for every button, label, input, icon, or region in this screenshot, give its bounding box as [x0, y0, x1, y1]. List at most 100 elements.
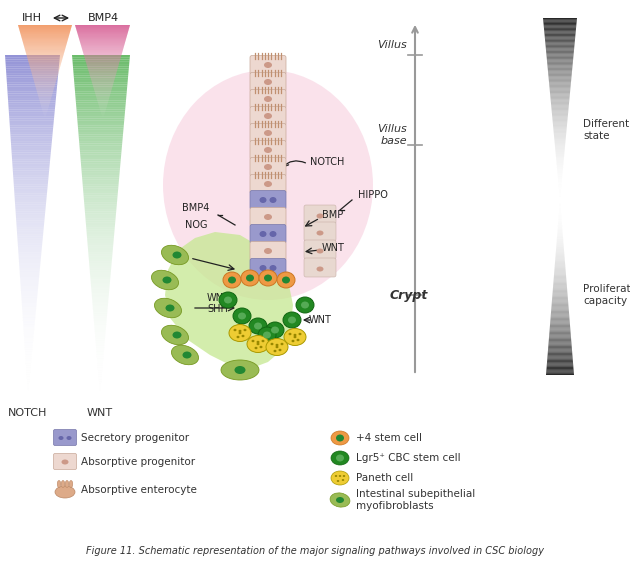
Polygon shape [95, 93, 110, 94]
Polygon shape [554, 143, 565, 144]
Ellipse shape [337, 480, 339, 482]
Polygon shape [88, 252, 113, 255]
Polygon shape [35, 85, 55, 86]
Polygon shape [93, 307, 108, 309]
Polygon shape [26, 361, 32, 363]
Polygon shape [546, 46, 575, 47]
Polygon shape [72, 55, 130, 57]
Ellipse shape [301, 302, 309, 308]
Polygon shape [547, 365, 573, 366]
FancyBboxPatch shape [250, 174, 286, 194]
Polygon shape [20, 275, 39, 277]
FancyBboxPatch shape [54, 453, 76, 470]
Polygon shape [91, 293, 109, 295]
Polygon shape [25, 352, 32, 354]
Polygon shape [11, 145, 52, 148]
Polygon shape [16, 214, 45, 216]
Ellipse shape [259, 270, 277, 286]
Ellipse shape [264, 130, 272, 136]
Polygon shape [558, 177, 562, 178]
Polygon shape [86, 218, 115, 221]
Polygon shape [31, 69, 59, 70]
Polygon shape [550, 93, 570, 95]
Polygon shape [20, 33, 70, 34]
Polygon shape [554, 278, 566, 280]
Polygon shape [553, 282, 566, 283]
Polygon shape [20, 271, 40, 273]
Ellipse shape [239, 330, 241, 332]
Polygon shape [551, 105, 569, 106]
FancyBboxPatch shape [304, 205, 336, 224]
Polygon shape [546, 51, 574, 52]
Ellipse shape [316, 213, 323, 218]
Polygon shape [553, 295, 568, 297]
Polygon shape [21, 298, 37, 300]
Polygon shape [548, 347, 572, 348]
FancyBboxPatch shape [304, 240, 336, 259]
Ellipse shape [278, 349, 282, 351]
Polygon shape [546, 374, 574, 375]
Polygon shape [86, 225, 115, 228]
Polygon shape [76, 27, 129, 28]
Polygon shape [547, 355, 573, 357]
Polygon shape [75, 91, 127, 93]
Ellipse shape [277, 272, 295, 288]
Polygon shape [83, 51, 123, 52]
Polygon shape [74, 82, 128, 84]
Polygon shape [77, 118, 124, 121]
Ellipse shape [264, 147, 272, 153]
Polygon shape [90, 273, 111, 275]
Polygon shape [30, 65, 60, 66]
Polygon shape [14, 186, 48, 188]
Polygon shape [551, 109, 568, 110]
Polygon shape [84, 207, 117, 209]
Polygon shape [551, 305, 568, 306]
Polygon shape [79, 134, 123, 136]
Ellipse shape [244, 329, 246, 331]
Ellipse shape [219, 292, 237, 308]
Polygon shape [14, 198, 47, 200]
Ellipse shape [282, 277, 290, 284]
Polygon shape [91, 78, 115, 79]
Polygon shape [547, 360, 573, 361]
Polygon shape [557, 167, 563, 169]
Polygon shape [558, 233, 563, 234]
Polygon shape [14, 195, 47, 198]
Polygon shape [543, 22, 576, 23]
Polygon shape [550, 89, 570, 91]
Polygon shape [32, 73, 59, 74]
Ellipse shape [161, 325, 188, 345]
Polygon shape [13, 164, 50, 166]
Polygon shape [550, 326, 570, 327]
Polygon shape [552, 115, 568, 116]
Polygon shape [78, 35, 127, 36]
Polygon shape [35, 83, 55, 84]
Polygon shape [34, 82, 56, 83]
Polygon shape [77, 33, 128, 34]
Ellipse shape [69, 481, 72, 487]
Polygon shape [22, 38, 68, 39]
Polygon shape [556, 251, 564, 252]
Polygon shape [551, 103, 569, 104]
Polygon shape [547, 69, 572, 70]
Ellipse shape [341, 479, 344, 481]
Polygon shape [38, 94, 52, 95]
Polygon shape [85, 60, 120, 61]
Polygon shape [556, 248, 564, 249]
Polygon shape [547, 366, 573, 367]
Polygon shape [558, 172, 563, 173]
Polygon shape [8, 93, 56, 96]
Polygon shape [558, 227, 562, 228]
Polygon shape [20, 29, 71, 30]
Polygon shape [79, 39, 126, 40]
Polygon shape [8, 102, 55, 105]
Polygon shape [21, 295, 37, 298]
Polygon shape [33, 78, 57, 79]
Polygon shape [549, 338, 571, 339]
Text: HIPPO: HIPPO [358, 190, 388, 200]
Polygon shape [9, 112, 55, 114]
Polygon shape [84, 204, 117, 207]
Polygon shape [11, 152, 51, 155]
Polygon shape [546, 370, 574, 371]
Polygon shape [96, 95, 110, 96]
